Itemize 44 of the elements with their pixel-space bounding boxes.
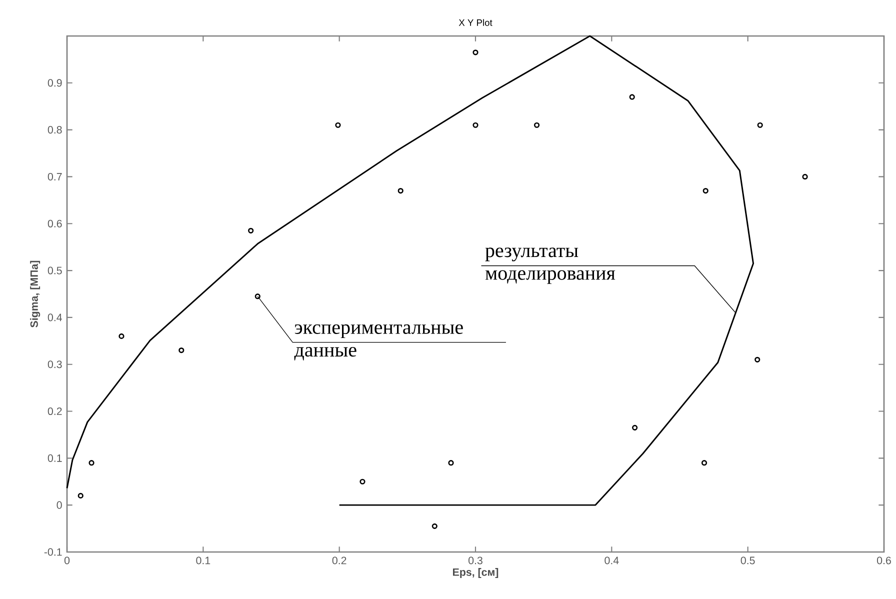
point (398, 188, 404, 194)
point (629, 94, 635, 100)
point (702, 188, 708, 194)
y-tick-label: 0.8 (48, 126, 62, 134)
y-axis-title: Sigma, [МПа] (30, 260, 40, 328)
point (360, 478, 366, 484)
point (118, 333, 124, 340)
x-tick-label: 0.6 (876, 556, 891, 564)
point (88, 460, 94, 466)
y-tick-label: 0.1 (48, 454, 62, 462)
point (534, 122, 540, 128)
y-tick-label: 0.3 (48, 360, 62, 368)
point (472, 50, 478, 56)
x-tick-label: 0.4 (604, 556, 619, 564)
annotation: экспериментальные данные (294, 324, 463, 360)
point (78, 492, 84, 498)
point (178, 347, 184, 354)
y-tick-label: 0.2 (48, 407, 62, 416)
point (754, 356, 760, 362)
line-series (66, 35, 754, 506)
point (701, 460, 708, 466)
point (472, 122, 478, 128)
y-tick-label: 0.6 (48, 220, 62, 228)
chart-title: X Y Plot (458, 19, 492, 26)
y-tick-label: -0.1 (44, 548, 62, 556)
y-tick-label: 0.7 (48, 172, 62, 180)
x-tick-label: 0 (64, 556, 70, 564)
x-axis-title: Eps, [см] (453, 568, 498, 578)
point (802, 174, 808, 180)
point (757, 122, 763, 128)
y-tick-label: 0 (56, 501, 62, 509)
point (432, 523, 438, 529)
y-tick-label: 0.5 (48, 266, 62, 274)
y-tick-label: 0.9 (48, 79, 62, 87)
x-tick-label: 0.1 (196, 556, 210, 564)
x-tick-label: 0.3 (468, 556, 482, 564)
x-tick-label: 0.5 (740, 556, 755, 564)
point (335, 122, 341, 128)
point (248, 228, 254, 234)
point (632, 424, 638, 430)
y-tick-label: 0.4 (48, 314, 62, 322)
x-tick-label: 0.2 (332, 556, 346, 564)
point (448, 460, 454, 466)
annotation: результаты моделирования (485, 248, 616, 284)
